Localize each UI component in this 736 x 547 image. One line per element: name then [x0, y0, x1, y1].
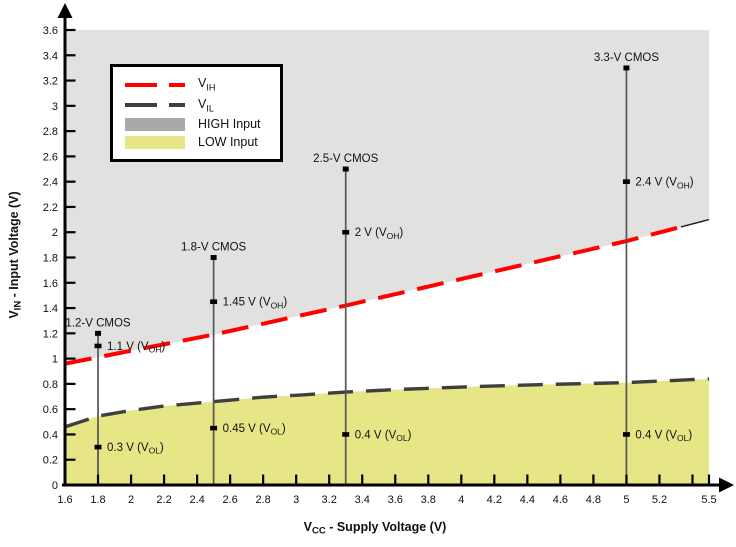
y-tick-label: 2.8	[43, 126, 58, 138]
vih-line	[64, 224, 682, 366]
vil-line-sample	[125, 103, 185, 108]
x-tick-label: 4.4	[520, 494, 535, 506]
y-tick-label: 2.4	[43, 177, 58, 189]
y-tick-label: 0	[52, 480, 58, 492]
y-tick-label: 0.8	[43, 379, 58, 391]
annotation-value-label: 2.4 V (VOH)	[635, 177, 693, 191]
x-tick-label: 3.6	[388, 494, 403, 506]
x-tick-label: 4	[458, 494, 464, 506]
y-tick-label: 2.6	[43, 151, 58, 163]
x-tick-label: 4.6	[553, 494, 568, 506]
annotation-marker	[94, 343, 102, 349]
y-tick-label: 2	[52, 227, 58, 239]
y-tick-label: 1.8	[43, 253, 58, 265]
x-tick-label: 2.8	[256, 494, 271, 506]
vih-line-sample	[125, 82, 185, 87]
annotation-top-marker	[342, 166, 349, 172]
y-tick-label: 3.6	[43, 25, 58, 37]
annotation-value-label: 0.45 V (VOL)	[223, 423, 286, 437]
legend-item-low-input: LOW Input	[125, 136, 270, 149]
annotation-marker	[622, 432, 630, 437]
annotation-value-label: 1.1 V (VOH)	[107, 341, 165, 355]
x-axis-arrow	[719, 477, 734, 493]
y-tick-label: 1.2	[43, 328, 58, 340]
low-input-swatch	[125, 136, 185, 149]
y-tick-label: 2.2	[43, 202, 58, 214]
x-tick-label: 2	[128, 494, 134, 506]
legend-label-vil: VIL	[198, 96, 214, 113]
annotation-value-label: 0.4 V (VOL)	[355, 429, 412, 443]
legend-item-vil: VIL	[125, 96, 270, 114]
y-axis-label: VIN - Input Voltage (V)	[7, 191, 24, 318]
x-tick-label: 2.6	[222, 494, 237, 506]
x-tick-label: 1.6	[57, 494, 72, 506]
x-tick-label: 3.4	[355, 494, 370, 506]
x-tick-label: 4.2	[487, 494, 502, 506]
y-tick-label: 3.2	[43, 76, 58, 88]
annotation-marker	[342, 432, 350, 437]
y-tick-label: 0.6	[43, 404, 58, 416]
legend-label-vih: VIH	[198, 76, 216, 93]
y-tick-label: 1.4	[43, 303, 58, 315]
annotation-marker	[210, 425, 218, 431]
vil-line	[64, 377, 710, 429]
high-input-swatch	[125, 118, 185, 131]
legend-item-vih: VIH	[125, 77, 270, 93]
annotation-top-marker	[623, 65, 630, 71]
annotation-marker	[622, 179, 630, 184]
annotation-title: 3.3-V CMOS	[594, 52, 660, 64]
y-tick-label: 3	[52, 101, 58, 113]
annotation-top-marker	[95, 330, 102, 336]
y-tick-label: 1.6	[43, 278, 58, 290]
annotation-title: 1.2-V CMOS	[65, 317, 131, 329]
x-tick-label: 5.2	[652, 494, 667, 506]
y-tick-label: 1	[52, 354, 58, 366]
x-tick-label: 5	[623, 494, 629, 506]
annotation-title: 1.8-V CMOS	[181, 242, 247, 254]
legend: VIH VIL HIGH Input LOW Input	[110, 64, 283, 162]
annotation-marker	[94, 444, 102, 450]
x-tick-label: 3.2	[322, 494, 337, 506]
x-tick-label: 3	[293, 494, 299, 506]
x-tick-label: 1.8	[90, 494, 105, 506]
annotation-marker	[342, 229, 350, 235]
y-tick-label: 3.4	[43, 50, 58, 62]
annotation-value-label: 0.4 V (VOL)	[635, 429, 692, 443]
x-tick-label: 4.8	[586, 494, 601, 506]
annotation-value-label: 2 V (VOH)	[355, 227, 404, 241]
legend-label-low-input: LOW Input	[198, 135, 258, 150]
legend-label-high-input: HIGH Input	[198, 117, 261, 132]
x-tick-label: 2.2	[156, 494, 171, 506]
y-tick-label: 0.2	[43, 455, 58, 467]
x-tick-label: 2.4	[189, 494, 204, 506]
annotation-title: 2.5-V CMOS	[313, 153, 379, 165]
x-axis-label: VCC - Supply Voltage (V)	[304, 520, 447, 537]
x-tick-label: 5.5	[701, 494, 716, 506]
annotation-marker	[210, 299, 218, 305]
vih-boundary-end	[680, 218, 710, 228]
x-tick-label: 3.8	[421, 494, 436, 506]
low-input-region	[65, 378, 709, 485]
y-tick-label: 0.4	[43, 429, 58, 441]
annotation-top-marker	[210, 255, 217, 260]
y-axis-arrow	[57, 3, 73, 18]
annotation-value-label: 0.3 V (VOL)	[107, 442, 164, 456]
legend-item-high-input: HIGH Input	[125, 118, 270, 131]
annotation-value-label: 1.45 V (VOH)	[223, 297, 288, 311]
